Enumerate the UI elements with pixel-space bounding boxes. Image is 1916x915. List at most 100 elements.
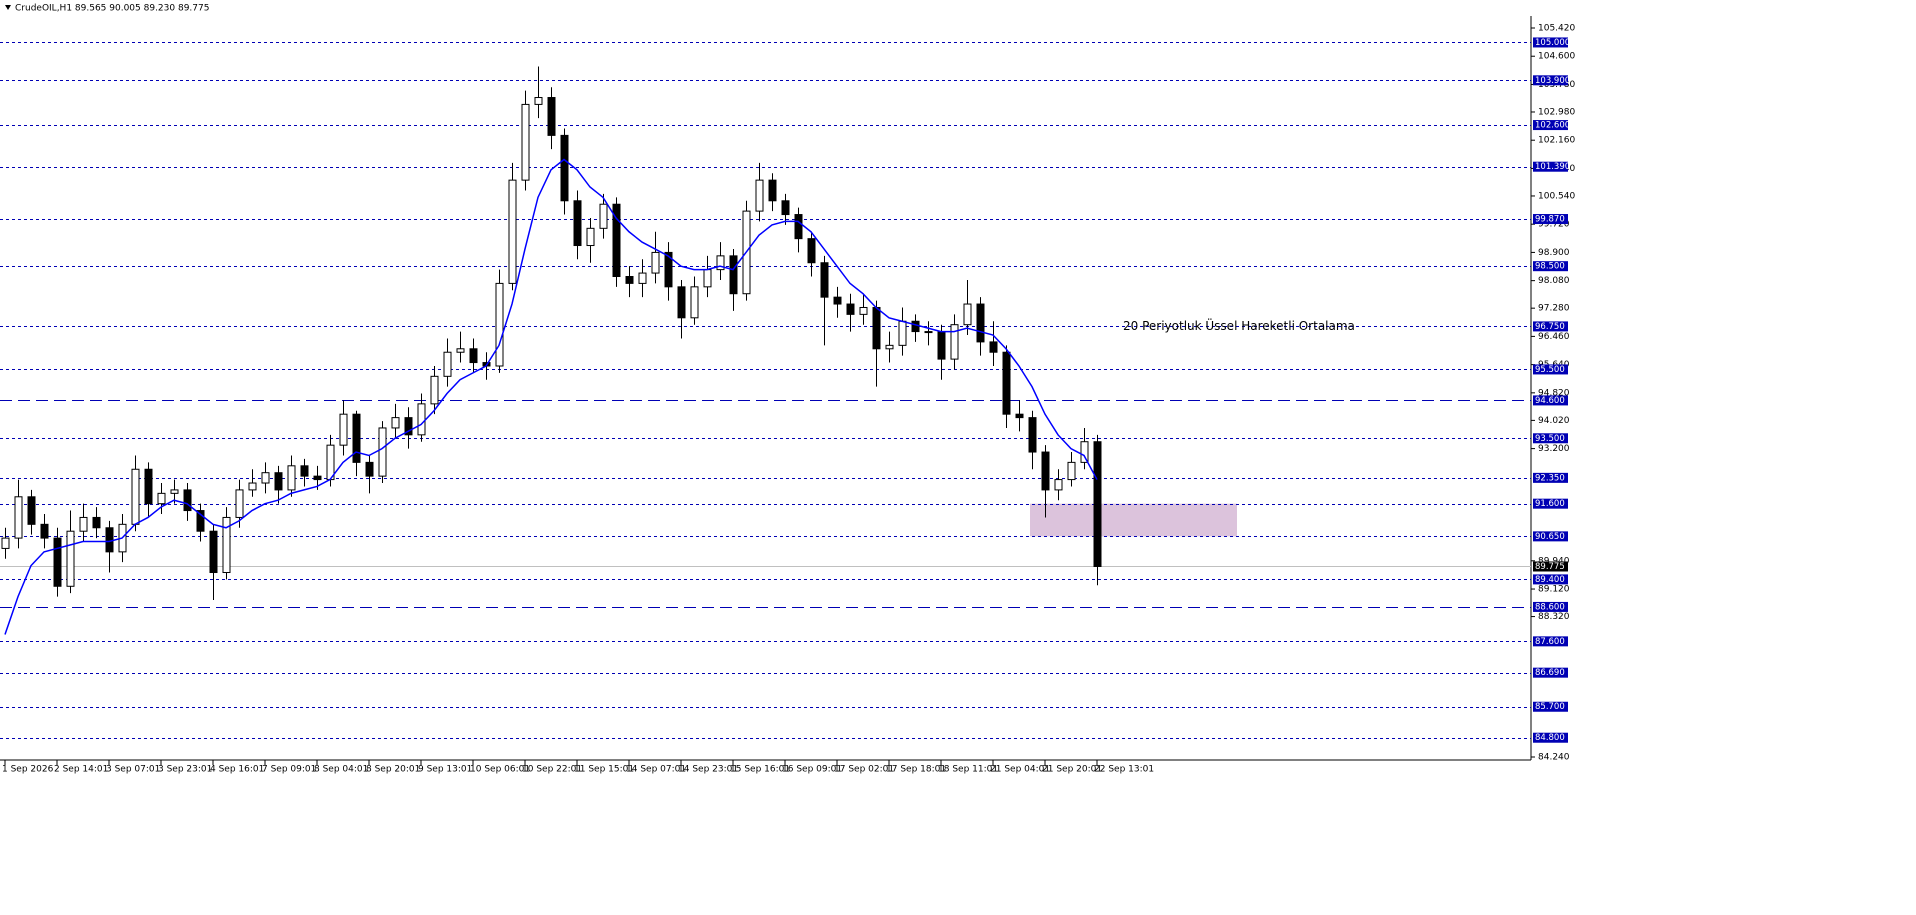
y-tick-label: 98.080 — [1538, 276, 1570, 286]
level-label: 86.690 — [1535, 668, 1565, 678]
y-tick-label: 89.120 — [1538, 585, 1570, 595]
candle-body — [443, 351, 452, 377]
x-tick-label: 21 Sep 20:01 — [1042, 765, 1102, 775]
x-tick-label: 14 Sep 23:01 — [678, 765, 738, 775]
candle-body — [755, 179, 764, 212]
y-tick-label: 104.600 — [1538, 52, 1575, 62]
candle-body — [664, 251, 673, 288]
menu-arrow[interactable] — [5, 5, 11, 10]
candle-body — [274, 472, 283, 491]
x-tick-label: 15 Sep 16:01 — [730, 765, 790, 775]
level-label-bg — [1533, 732, 1568, 743]
level-label-bg — [1533, 321, 1568, 332]
level-label: 92.350 — [1535, 473, 1565, 483]
x-tick-label: 21 Sep 04:01 — [990, 765, 1050, 775]
level-label-bg — [1533, 75, 1568, 86]
level-label-bg — [1533, 701, 1568, 712]
y-tick-label: 100.540 — [1538, 191, 1575, 201]
level-label: 96.750 — [1535, 322, 1565, 332]
y-tick-label: 98.900 — [1538, 248, 1570, 258]
level-label-bg — [1533, 120, 1568, 131]
y-tick-label: 88.320 — [1538, 612, 1570, 622]
candle-body — [625, 276, 634, 284]
x-tick-label: 8 Sep 20:01 — [366, 765, 420, 775]
candle-body — [183, 489, 192, 512]
y-tick-label: 94.020 — [1538, 416, 1570, 426]
candle-body — [287, 465, 296, 491]
candle-body — [586, 227, 595, 247]
level-label: 88.600 — [1535, 602, 1565, 612]
candle-body — [534, 97, 543, 105]
level-label: 102.600 — [1535, 121, 1570, 131]
candle-body — [391, 417, 400, 429]
y-tick-label: 102.160 — [1538, 136, 1575, 146]
level-label-bg — [1533, 364, 1568, 375]
candle-body — [950, 324, 959, 360]
level-label-bg — [1533, 395, 1568, 406]
x-tick-label: 2 Sep 14:01 — [54, 765, 108, 775]
candle-body — [79, 516, 88, 532]
x-tick-label: 17 Sep 02:01 — [834, 765, 894, 775]
candle-body — [911, 320, 920, 333]
level-label-bg — [1533, 574, 1568, 585]
candle-body — [40, 523, 49, 539]
candle-body — [560, 134, 569, 202]
level-label-bg — [1533, 214, 1568, 225]
candle-body — [469, 348, 478, 364]
candle-body — [547, 97, 556, 136]
x-tick-label: 7 Sep 09:01 — [262, 765, 316, 775]
y-tick-label: 105.420 — [1538, 24, 1575, 34]
candle-body — [131, 468, 140, 525]
candle-body — [1080, 441, 1089, 463]
candle-body — [573, 200, 582, 247]
candle-body — [976, 303, 985, 343]
candle-body — [638, 272, 647, 284]
candle-body — [651, 251, 660, 274]
ema-line — [4, 158, 1098, 635]
level-label: 89.400 — [1535, 575, 1565, 585]
candle-body — [53, 537, 62, 587]
level-label: 85.700 — [1535, 702, 1565, 712]
x-tick-label: 14 Sep 07:01 — [626, 765, 686, 775]
candle-body — [105, 527, 114, 553]
x-tick-label: 8 Sep 04:01 — [314, 765, 368, 775]
candle-body — [989, 341, 998, 353]
candle-body — [1, 537, 10, 549]
y-tick-label: 93.200 — [1538, 444, 1570, 454]
last-price-label: 89.775 — [1535, 562, 1565, 572]
candle-body — [404, 417, 413, 436]
y-tick-label: 99.720 — [1538, 220, 1570, 230]
level-label: 95.500 — [1535, 365, 1565, 375]
level-label: 99.870 — [1535, 215, 1565, 225]
last-price-bg — [1533, 561, 1568, 572]
level-label-bg — [1533, 667, 1568, 678]
x-tick-label: 16 Sep 09:01 — [782, 765, 842, 775]
candle-body — [833, 296, 842, 305]
candle-body — [729, 255, 738, 295]
x-tick-label: 10 Sep 22:01 — [522, 765, 582, 775]
x-tick-label: 4 Sep 16:01 — [210, 765, 264, 775]
candle-body — [261, 472, 270, 484]
level-label: 87.600 — [1535, 637, 1565, 647]
candle-body — [716, 255, 725, 271]
candle-body — [677, 286, 686, 319]
candle-body — [222, 516, 231, 574]
candle-body — [872, 306, 881, 350]
candle-body — [1028, 417, 1037, 453]
candle-body — [963, 303, 972, 326]
level-label-bg — [1533, 261, 1568, 272]
x-tick-label: 18 Sep 11:01 — [938, 765, 998, 775]
y-tick-label: 97.280 — [1538, 304, 1570, 314]
level-label: 101.390 — [1535, 162, 1570, 172]
candle-body — [1067, 461, 1076, 481]
level-label: 84.800 — [1535, 733, 1565, 743]
level-label: 94.600 — [1535, 396, 1565, 406]
level-label: 91.600 — [1535, 499, 1565, 509]
candle-body — [937, 331, 946, 360]
level-label-bg — [1533, 433, 1568, 444]
candle-body — [27, 496, 36, 525]
candle-body — [14, 496, 23, 539]
x-tick-label: 9 Sep 13:01 — [418, 765, 472, 775]
x-tick-label: 3 Sep 07:01 — [106, 765, 160, 775]
